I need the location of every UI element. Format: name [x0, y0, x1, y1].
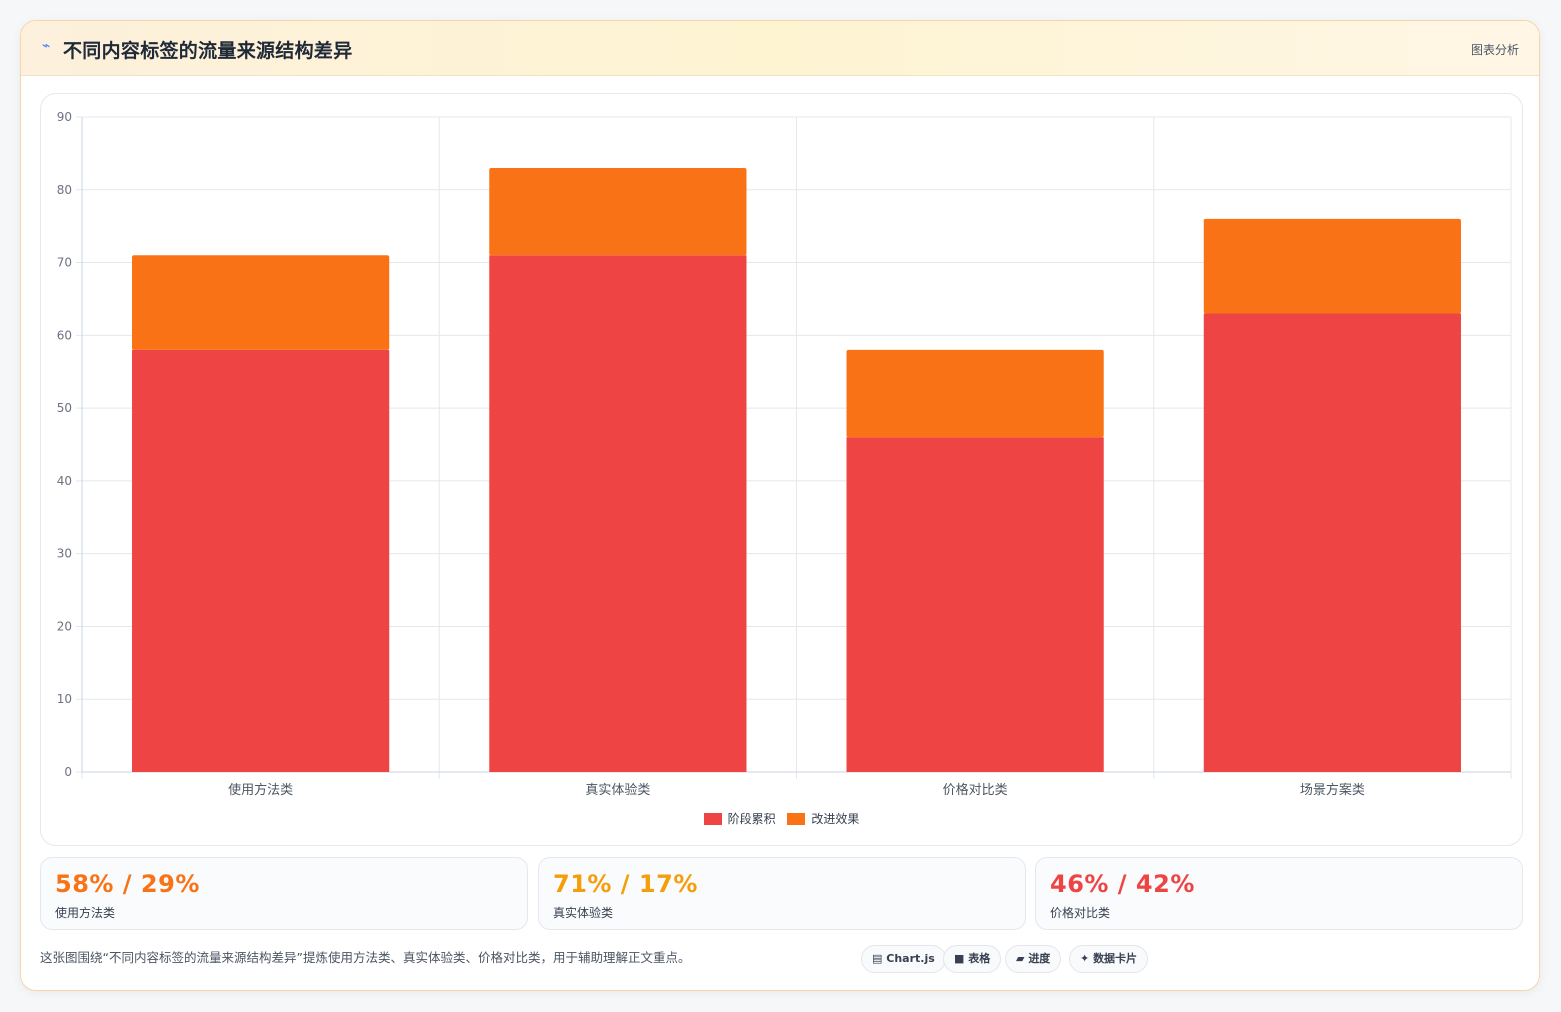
- bar-segment: [489, 255, 747, 772]
- legend-swatch-improvement: [787, 813, 806, 825]
- pill-data-card[interactable]: ✦ 数据卡片: [1069, 945, 1149, 973]
- trend-line-icon: ⌁: [42, 38, 51, 54]
- legend-item-stage[interactable]: 阶段累积: [703, 810, 776, 827]
- legend-label-stage: 阶段累积: [727, 812, 776, 826]
- chart-analysis-tag: 图表分析: [1470, 43, 1519, 57]
- bar-chart: 0 10 20 30 40 50 60 70 80 90 使用方法类 真实体验类 价格对比类 场景方案类: [57, 110, 1512, 798]
- stat-cards: 58% / 29% 使用方法类 71% / 17% 真实体验类 46% / 42…: [40, 857, 1523, 930]
- x-tick-label: 真实体验类: [585, 782, 650, 798]
- x-tick-label: 价格对比类: [943, 782, 1008, 798]
- bar-segment: [132, 349, 390, 772]
- stat-label: 价格对比类: [1050, 906, 1111, 920]
- page-title: 不同内容标签的流量来源结构差异: [63, 40, 353, 62]
- y-tick-label: 40: [57, 474, 72, 488]
- card-header: ⌁ 不同内容标签的流量来源结构差异 图表分析: [21, 21, 1539, 76]
- x-tick-label: 场景方案类: [1300, 782, 1365, 798]
- y-tick-label: 20: [57, 619, 72, 633]
- y-tick-label: 30: [57, 547, 72, 561]
- bar-segment: [1203, 218, 1461, 314]
- pill-progress[interactable]: ▰ 进度: [1005, 945, 1062, 973]
- stat-value: 46% / 42%: [1050, 870, 1195, 898]
- y-tick-label: 90: [57, 110, 72, 124]
- table-icon: ■: [954, 952, 965, 965]
- progress-icon: ▰: [1016, 952, 1025, 965]
- bar-segment: [489, 167, 747, 256]
- bar-segment: [1203, 313, 1461, 772]
- stat-label: 真实体验类: [553, 906, 614, 920]
- bar-segment: [846, 349, 1104, 438]
- legend-item-improvement[interactable]: 改进效果: [787, 810, 859, 827]
- pill-label: Chart.js: [886, 952, 935, 965]
- stat-label: 使用方法类: [55, 906, 116, 920]
- pill-label: 进度: [1028, 952, 1051, 965]
- stat-value: 58% / 29%: [55, 870, 200, 898]
- x-tick-label: 使用方法类: [228, 782, 293, 798]
- stat-card-usage: 58% / 29% 使用方法类: [40, 857, 528, 930]
- pill-table[interactable]: ■ 表格: [943, 945, 1002, 973]
- legend-label-improvement: 改进效果: [811, 812, 860, 826]
- stat-value: 71% / 17%: [553, 870, 698, 898]
- y-tick-label: 80: [57, 183, 72, 197]
- y-tick-label: 10: [57, 692, 72, 706]
- bar-segment: [846, 437, 1104, 772]
- y-tick-label: 0: [64, 765, 72, 779]
- y-tick-label: 60: [57, 328, 72, 342]
- stat-card-experience: 71% / 17% 真实体验类: [538, 857, 1026, 930]
- chart-legend: 阶段累积 改进效果: [41, 810, 1522, 827]
- legend-swatch-stage: [703, 813, 722, 825]
- pill-label: 表格: [968, 952, 991, 965]
- bar-segment: [132, 255, 390, 350]
- pill-label: 数据卡片: [1093, 952, 1138, 965]
- sparkle-icon: ✦: [1080, 952, 1090, 965]
- y-tick-label: 70: [57, 256, 72, 270]
- chart-container: 0 10 20 30 40 50 60 70 80 90 使用方法类 真实体验类 价格对比类 场景方案类 …: [40, 93, 1523, 846]
- chart-summary: 这张图围绕“不同内容标签的流量来源结构差异”提炼使用方法类、真实体验类、价格对比…: [40, 950, 691, 965]
- y-tick-label: 50: [57, 401, 72, 415]
- chart-card: ⌁ 不同内容标签的流量来源结构差异 图表分析 0 10 20 30 40 50 60 70 80…: [20, 20, 1540, 991]
- chart-icon: ▤: [872, 952, 883, 965]
- pill-chartjs[interactable]: ▤ Chart.js: [861, 945, 946, 973]
- stat-card-price: 46% / 42% 价格对比类: [1035, 857, 1523, 930]
